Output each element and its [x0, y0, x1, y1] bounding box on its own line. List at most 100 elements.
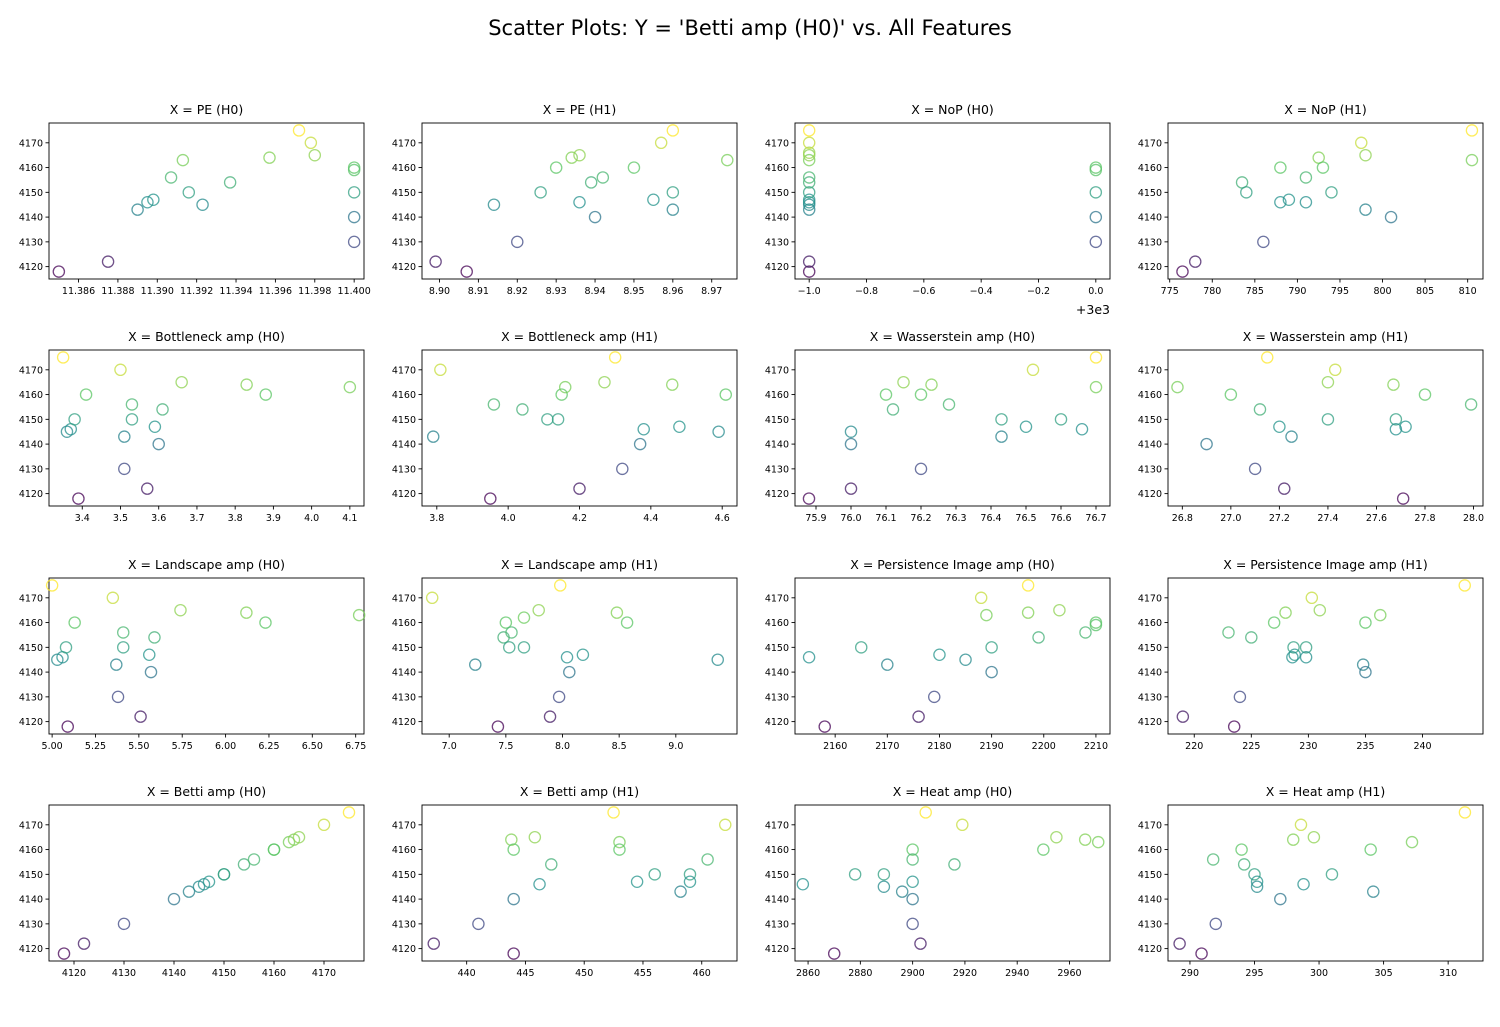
data-point	[1282, 193, 1296, 207]
data-point	[148, 420, 162, 434]
axes-frame	[1167, 804, 1484, 962]
x-tick-label: 27.4	[1317, 513, 1338, 524]
x-tick-label: 220	[1185, 741, 1203, 752]
x-tick-label: 240	[1413, 741, 1431, 752]
y-tick-label: 4150	[392, 188, 416, 199]
data-point	[1089, 186, 1103, 199]
subplot-1: X = PE (H0) 4120 4130 4140 4150 4160 4170 11.38…	[19, 102, 371, 297]
data-point	[719, 388, 733, 401]
y-tick-label: 4160	[1138, 845, 1162, 856]
data-point	[610, 606, 624, 619]
data-point	[1286, 650, 1299, 664]
x-tick-label: 2210	[1084, 741, 1108, 752]
y-tick-label: 4160	[1138, 390, 1162, 401]
y-tick-label: 4120	[765, 944, 789, 955]
y-tick-label: 4140	[765, 895, 789, 906]
data-point	[1277, 482, 1291, 495]
x-tick-label: 8.92	[507, 286, 528, 297]
data-point	[517, 641, 531, 654]
data-point	[683, 875, 697, 889]
y-tick-label: 4130	[1138, 464, 1162, 475]
y-tick-label: 4130	[19, 692, 43, 703]
subplot-title: X = Persistence Image amp (H1)	[1223, 557, 1427, 572]
data-point	[1399, 420, 1412, 434]
data-point	[854, 641, 868, 654]
x-tick-label: 4.0	[304, 513, 319, 524]
y-tick-label: 4140	[1138, 440, 1162, 451]
data-point	[505, 833, 518, 846]
data-point	[131, 203, 144, 216]
y-tick-label: 4120	[19, 717, 43, 728]
x-tick-label: 4.6	[715, 513, 730, 524]
y-tick-label: 4140	[392, 668, 416, 679]
x-tick-label: −0.2	[1027, 286, 1050, 297]
data-point	[167, 892, 181, 906]
data-point	[1458, 806, 1472, 819]
data-point	[1364, 843, 1377, 856]
data-point	[1297, 877, 1310, 891]
y-tick-label: 4130	[19, 919, 43, 930]
data-point	[1089, 161, 1103, 174]
x-tick-label: 8.93	[546, 286, 567, 297]
data-point	[472, 917, 485, 931]
data-point	[1384, 210, 1398, 224]
data-point	[1325, 186, 1338, 199]
subplot-13: X = Betti amp (H0) 4120 4130 4140 4150 4160 41…	[19, 784, 365, 979]
data-point	[995, 413, 1008, 426]
y-tick-label: 4140	[392, 895, 416, 906]
data-point	[60, 425, 74, 438]
data-point	[607, 806, 620, 819]
data-point	[174, 603, 187, 617]
x-tick-label: 440	[458, 968, 476, 979]
data-point	[881, 658, 894, 671]
subplot-title: X = Wasserstein amp (H0)	[870, 329, 1035, 344]
x-tick-label: 76.1	[875, 513, 896, 524]
x-tick-label: 775	[1161, 286, 1179, 297]
data-point	[558, 380, 572, 394]
y-tick-label: 4120	[392, 489, 416, 500]
axes-frame	[1167, 349, 1484, 507]
data-point	[469, 658, 482, 671]
data-point	[608, 351, 622, 364]
data-point	[347, 235, 361, 249]
data-point	[532, 603, 545, 617]
data-point	[1274, 161, 1287, 174]
data-point	[1299, 650, 1313, 664]
subplot-title: X = Landscape amp (H0)	[128, 557, 285, 572]
data-point	[1089, 210, 1103, 224]
data-point	[304, 136, 318, 150]
data-point	[118, 430, 131, 443]
x-tick-label: 455	[634, 968, 652, 979]
y-tick-label: 4170	[19, 138, 43, 149]
x-tick-label: 4.0	[501, 513, 516, 524]
x-tick-label: 290	[1181, 968, 1199, 979]
y-tick-label: 4120	[392, 944, 416, 955]
data-point	[914, 388, 928, 401]
data-point	[879, 388, 893, 401]
data-point	[1305, 591, 1319, 605]
data-point	[1458, 579, 1471, 592]
x-tick-label: 800	[1373, 286, 1391, 297]
y-tick-label: 4140	[765, 440, 789, 451]
subplot-12: X = Persistence Image amp (H1) 4120 4130 41…	[1138, 557, 1484, 752]
data-point	[1389, 422, 1403, 436]
data-point	[487, 398, 501, 411]
y-tick-label: 4150	[19, 643, 43, 654]
data-point	[528, 830, 542, 844]
data-point	[176, 153, 190, 167]
y-tick-label: 4170	[19, 593, 43, 604]
data-point	[802, 492, 816, 505]
data-point	[1261, 351, 1274, 364]
y-tick-label: 4160	[765, 390, 789, 401]
data-point	[259, 388, 273, 401]
data-point	[613, 835, 626, 849]
data-point	[1325, 868, 1339, 881]
data-point	[79, 388, 93, 401]
data-point	[1235, 843, 1248, 856]
subplot-10: X = Landscape amp (H1) 4120 4130 4140 4150 41…	[392, 557, 738, 752]
x-tick-label: 8.94	[584, 286, 605, 297]
y-tick-label: 4130	[392, 237, 416, 248]
x-tick-label: 805	[1416, 286, 1434, 297]
data-point	[1089, 618, 1103, 632]
x-tick-label: 3.8	[228, 513, 243, 524]
